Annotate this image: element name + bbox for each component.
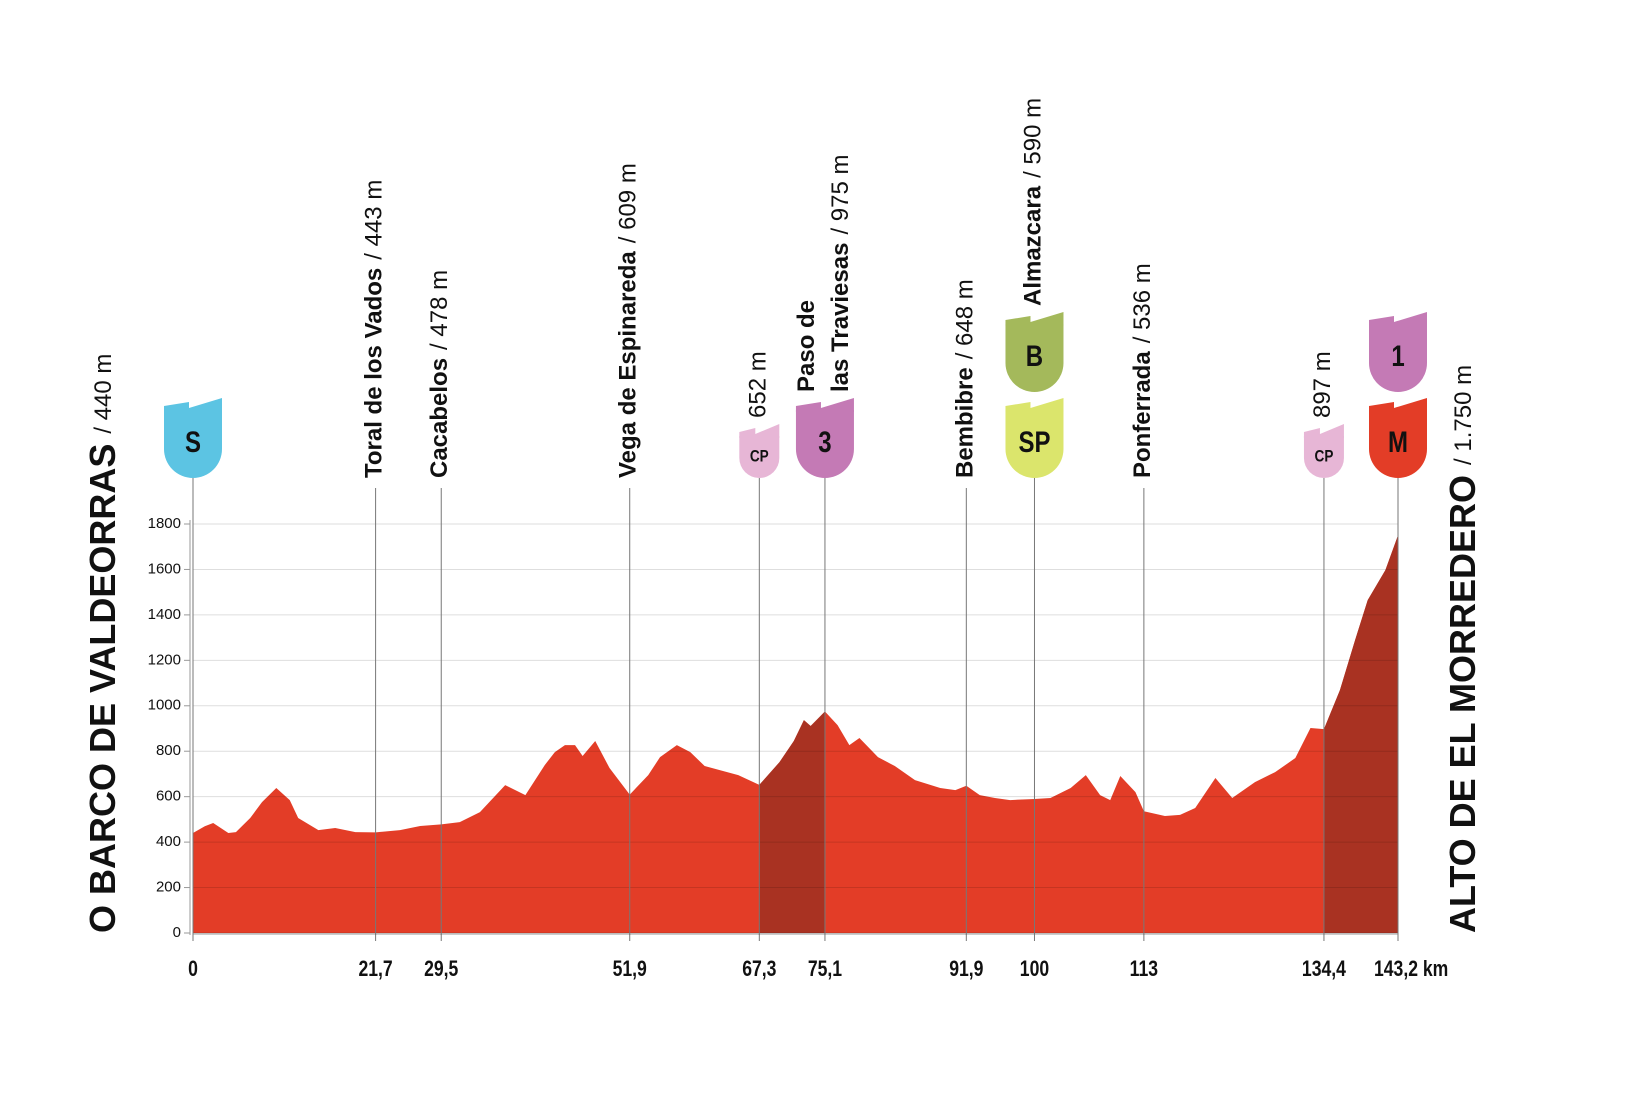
- waypoint-label: Ponferrada / 536 m: [1129, 263, 1156, 478]
- finish-alt: / 1.750 m: [1450, 365, 1477, 465]
- icon-badge: [1005, 324, 1064, 392]
- icon: 3: [795, 398, 854, 478]
- icon-cap: [1369, 398, 1427, 412]
- icon-cap: [739, 424, 780, 438]
- y-tick-label: 0: [173, 924, 181, 941]
- waypoint-alt: / 590 m: [1020, 98, 1047, 178]
- icon-cap: [1005, 312, 1064, 326]
- icon-cap: [1369, 312, 1427, 326]
- x-tick-label: 29,5: [424, 957, 458, 981]
- x-tick-label: 113: [1130, 957, 1158, 981]
- icon-cap: [1303, 424, 1344, 438]
- waypoint-name: Paso de: [793, 300, 820, 392]
- y-tick-label: 1600: [148, 560, 181, 577]
- x-tick-label: 51,9: [613, 957, 647, 981]
- waypoint-alt: / 478 m: [427, 270, 454, 350]
- finish-label: ALTO DE EL MORREDERO / 1.750 m: [1442, 365, 1483, 933]
- waypoint-label: Toral de los Vados / 443 m: [361, 180, 388, 478]
- icon: M: [1369, 398, 1427, 478]
- waypoint-alt: / 648 m: [952, 279, 979, 359]
- icon-label: M: [1388, 424, 1408, 458]
- waypoint-name: Ponferrada: [1129, 351, 1156, 478]
- waypoint-alt: 897 m: [1309, 351, 1336, 418]
- icon: B: [1005, 312, 1064, 392]
- y-tick-label: 600: [156, 788, 181, 805]
- x-tick-label: 67,3: [742, 957, 776, 981]
- x-tick-label: 100: [1020, 957, 1049, 981]
- waypoint-label: Bembibre / 648 m: [952, 279, 979, 478]
- y-tick-label: 1000: [148, 697, 181, 714]
- icon-badge: [1369, 324, 1427, 392]
- climb-area: [1323, 535, 1398, 933]
- waypoint-alt: 652 m: [745, 351, 772, 418]
- icon-badge: [739, 436, 780, 478]
- y-tick-label: 1800: [148, 515, 181, 532]
- waypoint-label: Almazcara / 590 m: [1020, 98, 1047, 306]
- icon-label: B: [1026, 338, 1043, 372]
- icon-cap: [795, 398, 854, 412]
- finish-name: ALTO DE EL MORREDERO: [1442, 475, 1483, 933]
- waypoint-label: Paso de: [793, 300, 820, 392]
- start-label: O BARCO DE VALDEORRAS / 440 m: [82, 354, 123, 933]
- climb-area: [759, 711, 825, 933]
- icon: 1: [1369, 312, 1427, 392]
- x-tick-label: 0: [188, 957, 198, 981]
- profile-area: [193, 535, 1398, 933]
- x-tick-label: 134,4: [1302, 957, 1346, 981]
- icon-badge: [1005, 410, 1064, 478]
- waypoint-name: Almazcara: [1020, 185, 1047, 306]
- icon-cap: [164, 398, 222, 412]
- icon-cap: [1005, 398, 1064, 412]
- waypoint-label: 652 m: [745, 351, 772, 418]
- icon: S: [164, 398, 222, 478]
- icon: SP: [1005, 398, 1064, 478]
- waypoint-alt: / 975 m: [827, 154, 854, 234]
- x-tick-label: 21,7: [358, 957, 392, 981]
- waypoint-alt: / 536 m: [1129, 263, 1156, 343]
- waypoint-alt: / 609 m: [615, 163, 642, 243]
- icon-label: 1: [1391, 338, 1404, 372]
- icon-label: 3: [818, 424, 831, 458]
- icon-badge: [1369, 410, 1427, 478]
- x-tick-label: 75,1: [808, 957, 842, 981]
- x-tick-label: 91,9: [949, 957, 983, 981]
- x-tick-label: 143,2 km: [1374, 957, 1448, 981]
- waypoint-label: 897 m: [1309, 351, 1336, 418]
- icon-label: S: [185, 424, 201, 458]
- y-tick-label: 800: [156, 742, 181, 759]
- waypoint-name: Bembibre: [952, 367, 979, 478]
- icon-label: CP: [1315, 447, 1334, 466]
- waypoint-alt: / 443 m: [361, 180, 388, 260]
- icon-label: CP: [750, 447, 769, 466]
- icon-badge: [164, 410, 222, 478]
- y-tick-label: 200: [156, 879, 181, 896]
- waypoint-label: Cacabelos / 478 m: [427, 270, 454, 478]
- icon-badge: [795, 410, 854, 478]
- icon: CP: [739, 424, 780, 478]
- waypoint-label: Vega de Espinareda / 609 m: [615, 163, 642, 478]
- waypoint-name: Vega de Espinareda: [615, 251, 642, 478]
- y-tick-label: 400: [156, 833, 181, 850]
- start-alt: / 440 m: [90, 354, 117, 434]
- icon: CP: [1303, 424, 1344, 478]
- start-name: O BARCO DE VALDEORRAS: [82, 444, 123, 933]
- waypoint-label: las Traviesas / 975 m: [827, 154, 854, 392]
- waypoint-name: las Traviesas: [827, 243, 854, 392]
- y-tick-label: 1400: [148, 606, 181, 623]
- icon-badge: [1303, 436, 1344, 478]
- waypoint-name: Cacabelos: [427, 358, 454, 478]
- icon-label: SP: [1018, 424, 1050, 458]
- y-tick-label: 1200: [148, 651, 181, 668]
- waypoint-name: Toral de los Vados: [361, 268, 388, 478]
